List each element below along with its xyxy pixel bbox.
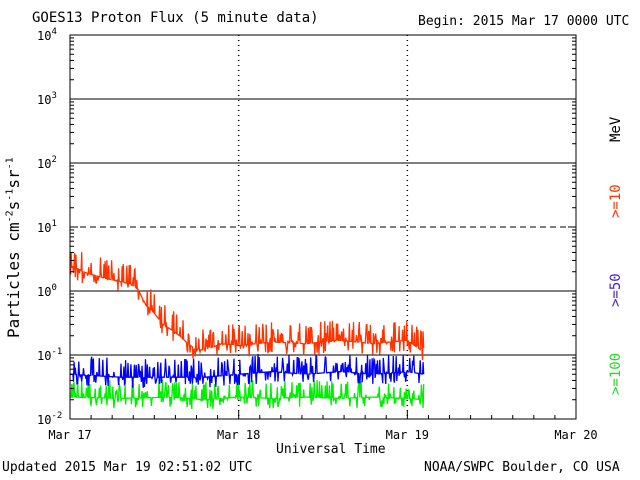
series-layer <box>69 252 425 410</box>
y-tick-label: 100 <box>37 283 57 299</box>
credit: NOAA/SWPC Boulder, CO USA <box>424 460 620 475</box>
y-tick-label: 104 <box>37 27 57 43</box>
y-tick-label: 101 <box>37 219 57 235</box>
begin-time: Begin: 2015 Mar 17 0000 UTC <box>418 14 630 29</box>
legend-unit: MeV <box>608 116 624 142</box>
y-tick-label: 10-2 <box>37 411 62 427</box>
series-line-ge100 <box>70 379 425 410</box>
x-axis-label: Universal Time <box>276 442 386 457</box>
x-tick-label: Mar 19 <box>386 428 429 442</box>
updated-time: Updated 2015 Mar 19 02:51:02 UTC <box>2 460 253 475</box>
y-tick-label: 103 <box>37 91 57 107</box>
chart-title: GOES13 Proton Flux (5 minute data) <box>32 10 319 26</box>
series-line-ge10 <box>69 252 425 361</box>
x-tick-label: Mar 18 <box>217 428 260 442</box>
legend-ge50: >=50 <box>608 273 624 307</box>
series-line-ge50 <box>70 353 425 388</box>
x-tick-label: Mar 17 <box>48 428 91 442</box>
ticks-layer: 10-2 10-1 100 101 102 103 104 Mar 17 Mar 18 Mar 1… <box>37 27 598 442</box>
y-tick-label: 102 <box>37 155 57 171</box>
legend-ge100: >=100 <box>608 352 624 395</box>
grid-layer <box>70 35 576 419</box>
x-tick-label: Mar 20 <box>554 428 597 442</box>
y-tick-label: 10-1 <box>37 347 62 363</box>
y-axis-label: Particles cm-2s-1sr-1 <box>4 157 23 338</box>
legend-ge10: >=10 <box>608 184 624 218</box>
